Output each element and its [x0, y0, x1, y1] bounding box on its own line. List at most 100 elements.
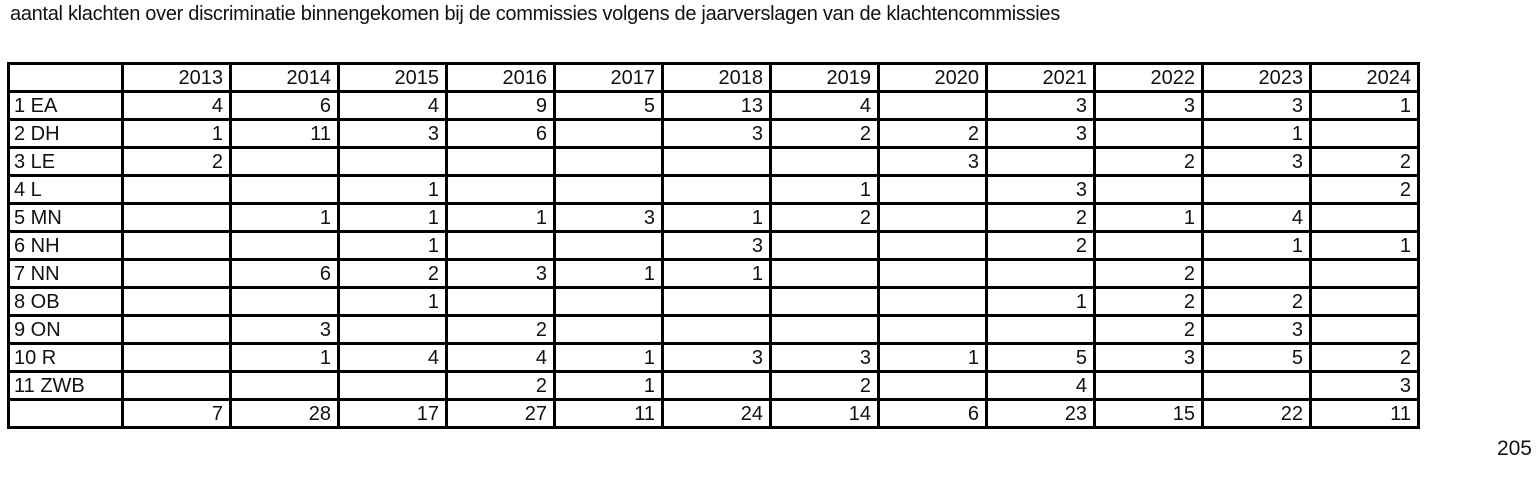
- data-cell: [985, 146, 1096, 177]
- data-cell: 3: [553, 202, 664, 233]
- data-cell: 4: [1201, 202, 1312, 233]
- data-cell: 3: [337, 118, 448, 149]
- row-label: 10 R: [7, 342, 124, 373]
- table-row: 9 ON 3 2 2 3: [7, 314, 1420, 345]
- data-cell: 1: [553, 370, 664, 401]
- data-cell: 1: [337, 174, 448, 205]
- data-cell: 2: [121, 146, 232, 177]
- data-cell: [445, 174, 556, 205]
- data-cell: 3: [1201, 90, 1312, 121]
- total-cell: 11: [1309, 398, 1420, 429]
- total-cell: 27: [445, 398, 556, 429]
- data-cell: 1: [553, 258, 664, 289]
- totals-label-cell: [7, 398, 124, 429]
- data-cell: [1093, 174, 1204, 205]
- row-label: 7 NN: [7, 258, 124, 289]
- row-label: 3 LE: [7, 146, 124, 177]
- data-cell: 4: [445, 342, 556, 373]
- data-cell: 2: [769, 118, 880, 149]
- table-row: 1 EA 4 6 4 9 5 13 4 3 3 3 1: [7, 90, 1420, 121]
- data-cell: [877, 258, 988, 289]
- data-cell: [553, 286, 664, 317]
- year-header-cell: 2022: [1093, 62, 1204, 93]
- data-cell: [337, 370, 448, 401]
- table-row: 8 OB 1 1 2 2: [7, 286, 1420, 317]
- data-cell: 3: [661, 118, 772, 149]
- data-cell: [661, 314, 772, 345]
- data-cell: [553, 314, 664, 345]
- data-cell: 1: [661, 202, 772, 233]
- data-cell: [1201, 258, 1312, 289]
- data-cell: [337, 314, 448, 345]
- data-cell: 1: [985, 286, 1096, 317]
- data-cell: [877, 370, 988, 401]
- data-cell: 3: [985, 118, 1096, 149]
- data-cell: 6: [445, 118, 556, 149]
- data-cell: 2: [1093, 314, 1204, 345]
- row-label: 11 ZWB: [7, 370, 124, 401]
- table-row: 2 DH 1 11 3 6 3 2 2 3 1: [7, 118, 1420, 149]
- year-header-cell: 2020: [877, 62, 988, 93]
- data-cell: 13: [661, 90, 772, 121]
- data-cell: [1309, 118, 1420, 149]
- data-cell: 1: [877, 342, 988, 373]
- year-header-cell: 2014: [229, 62, 340, 93]
- data-cell: 2: [877, 118, 988, 149]
- data-cell: 2: [445, 370, 556, 401]
- data-cell: [121, 314, 232, 345]
- year-header-cell: 2024: [1309, 62, 1420, 93]
- data-cell: 1: [445, 202, 556, 233]
- data-cell: [877, 90, 988, 121]
- data-cell: 6: [229, 90, 340, 121]
- data-cell: [661, 146, 772, 177]
- data-cell: 9: [445, 90, 556, 121]
- year-header-cell: 2018: [661, 62, 772, 93]
- data-cell: 4: [121, 90, 232, 121]
- data-cell: 1: [337, 202, 448, 233]
- data-cell: [985, 314, 1096, 345]
- data-cell: 3: [661, 230, 772, 261]
- data-cell: [553, 230, 664, 261]
- data-cell: 6: [229, 258, 340, 289]
- table-row: 3 LE 2 3 2 3 2: [7, 146, 1420, 177]
- data-cell: [769, 258, 880, 289]
- data-cell: 2: [1093, 286, 1204, 317]
- data-cell: 5: [1201, 342, 1312, 373]
- total-cell: 22: [1201, 398, 1312, 429]
- data-cell: [661, 370, 772, 401]
- data-cell: 3: [985, 174, 1096, 205]
- data-cell: 3: [985, 90, 1096, 121]
- row-label: 1 EA: [7, 90, 124, 121]
- data-cell: 2: [1309, 146, 1420, 177]
- data-cell: 4: [985, 370, 1096, 401]
- year-header-row: 2013 2014 2015 2016 2017 2018 2019 2020 2021 2022…: [7, 62, 1420, 93]
- data-cell: [769, 286, 880, 317]
- data-cell: [553, 118, 664, 149]
- table-row: 4 L 1 1 3 2: [7, 174, 1420, 205]
- data-cell: 3: [1201, 146, 1312, 177]
- data-cell: [121, 342, 232, 373]
- data-cell: [337, 146, 448, 177]
- data-cell: 1: [553, 342, 664, 373]
- data-cell: [553, 174, 664, 205]
- total-cell: 11: [553, 398, 664, 429]
- data-cell: 2: [985, 202, 1096, 233]
- data-cell: [445, 230, 556, 261]
- data-cell: 3: [1093, 342, 1204, 373]
- data-cell: [121, 286, 232, 317]
- data-cell: 1: [1201, 230, 1312, 261]
- data-cell: [661, 286, 772, 317]
- data-cell: 2: [1309, 342, 1420, 373]
- data-cell: [1309, 314, 1420, 345]
- data-cell: 2: [445, 314, 556, 345]
- year-header-cell: 2016: [445, 62, 556, 93]
- data-cell: [1309, 258, 1420, 289]
- data-cell: [877, 286, 988, 317]
- total-cell: 24: [661, 398, 772, 429]
- data-cell: 2: [985, 230, 1096, 261]
- data-cell: 3: [1309, 370, 1420, 401]
- data-cell: [1093, 370, 1204, 401]
- data-cell: [985, 258, 1096, 289]
- data-cell: [553, 146, 664, 177]
